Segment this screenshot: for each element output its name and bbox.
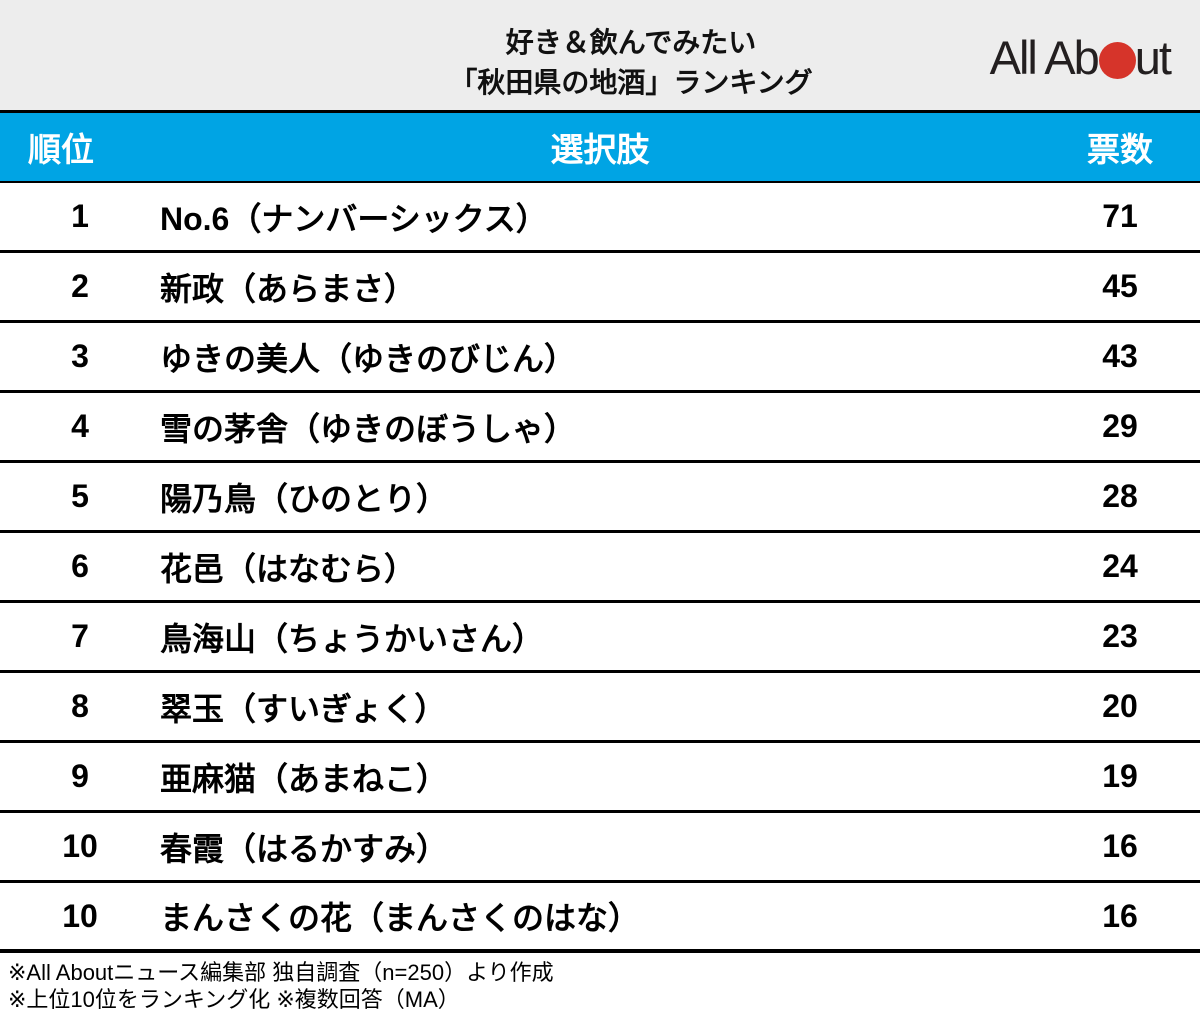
- table-header-row: 順位 選択肢 票数: [0, 110, 1200, 183]
- choice-cell: No.6（ナンバーシックス）: [160, 200, 548, 237]
- choice-cell: 翠玉（すいぎょく）: [160, 690, 447, 727]
- logo-text-right: ut: [1134, 31, 1172, 84]
- rank-cell: 2: [71, 268, 89, 304]
- choice-cell: 新政（あらまさ）: [160, 270, 417, 307]
- table-row: 5 陽乃鳥（ひのとり） 28: [0, 463, 1200, 533]
- votes-cell: 29: [1102, 408, 1138, 444]
- choice-cell: 陽乃鳥（ひのとり）: [160, 480, 449, 517]
- allabout-logo: All Ab ut: [989, 30, 1172, 85]
- choice-cell: 春霞（はるかすみ）: [160, 830, 449, 867]
- table-row: 2 新政（あらまさ） 45: [0, 253, 1200, 323]
- rank-cell: 8: [71, 688, 89, 724]
- rank-cell: 4: [71, 408, 89, 444]
- votes-cell: 43: [1102, 338, 1138, 374]
- table-row: 6 花邑（はなむら） 24: [0, 533, 1200, 603]
- table-row: 4 雪の茅舎（ゆきのぼうしゃ） 29: [0, 393, 1200, 463]
- table-row: 9 亜麻猫（あまねこ） 19: [0, 743, 1200, 813]
- ranking-rows: 1 No.6（ナンバーシックス） 71 2 新政（あらまさ） 45 3 ゆきの美…: [0, 183, 1200, 953]
- footer-note-1: ※All Aboutニュース編集部 独自調査（n=250）より作成: [8, 960, 554, 985]
- votes-cell: 71: [1102, 198, 1138, 234]
- rank-cell: 1: [71, 198, 89, 234]
- footer-notes: ※All Aboutニュース編集部 独自調査（n=250）より作成 ※上位10位…: [0, 953, 1200, 1013]
- table-row: 10 まんさくの花（まんさくのはな） 16: [0, 883, 1200, 953]
- table-row: 8 翠玉（すいぎょく） 20: [0, 673, 1200, 743]
- table-row: 3 ゆきの美人（ゆきのびじん） 43: [0, 323, 1200, 393]
- rank-cell: 9: [71, 758, 89, 794]
- choice-cell: ゆきの美人（ゆきのびじん）: [160, 340, 577, 377]
- page-title-line2: 「秋田県の地酒」ランキング: [449, 67, 813, 98]
- rank-cell: 10: [62, 897, 98, 934]
- footer-note-2: ※上位10位をランキング化 ※複数回答（MA）: [8, 987, 460, 1012]
- logo-dot-icon: [1098, 42, 1136, 79]
- votes-cell: 19: [1102, 758, 1138, 794]
- table-row: 10 春霞（はるかすみ） 16: [0, 813, 1200, 883]
- choice-cell: 花邑（はなむら）: [160, 550, 417, 587]
- rank-cell: 5: [71, 478, 89, 514]
- choice-cell: 亜麻猫（あまねこ）: [160, 760, 449, 797]
- choice-cell: まんさくの花（まんさくのはな）: [160, 900, 641, 936]
- table-row: 1 No.6（ナンバーシックス） 71: [0, 183, 1200, 253]
- choice-cell: 雪の茅舎（ゆきのぼうしゃ）: [160, 410, 577, 447]
- logo-text-left: All Ab: [989, 31, 1100, 84]
- votes-cell: 28: [1102, 478, 1138, 514]
- votes-cell: 20: [1102, 688, 1138, 724]
- column-header-rank: 順位: [28, 131, 94, 168]
- rank-cell: 7: [71, 618, 89, 654]
- rank-cell: 10: [62, 828, 98, 864]
- page-title-line1: 好き＆飲んでみたい: [505, 27, 757, 58]
- votes-cell: 45: [1102, 268, 1138, 304]
- page-title: 好き＆飲んでみたい「秋田県の地酒」ランキング: [0, 23, 1200, 103]
- votes-cell: 16: [1102, 828, 1138, 864]
- rank-cell: 3: [71, 338, 89, 374]
- choice-cell: 鳥海山（ちょうかいさん）: [160, 620, 545, 657]
- top-banner: 好き＆飲んでみたい「秋田県の地酒」ランキング All Ab ut: [0, 0, 1200, 110]
- column-header-votes: 票数: [1087, 131, 1153, 168]
- votes-cell: 24: [1102, 548, 1138, 584]
- votes-cell: 23: [1102, 618, 1138, 654]
- rank-cell: 6: [71, 548, 89, 584]
- column-header-choice: 選択肢: [550, 131, 650, 168]
- table-row: 7 鳥海山（ちょうかいさん） 23: [0, 603, 1200, 673]
- votes-cell: 16: [1102, 897, 1138, 934]
